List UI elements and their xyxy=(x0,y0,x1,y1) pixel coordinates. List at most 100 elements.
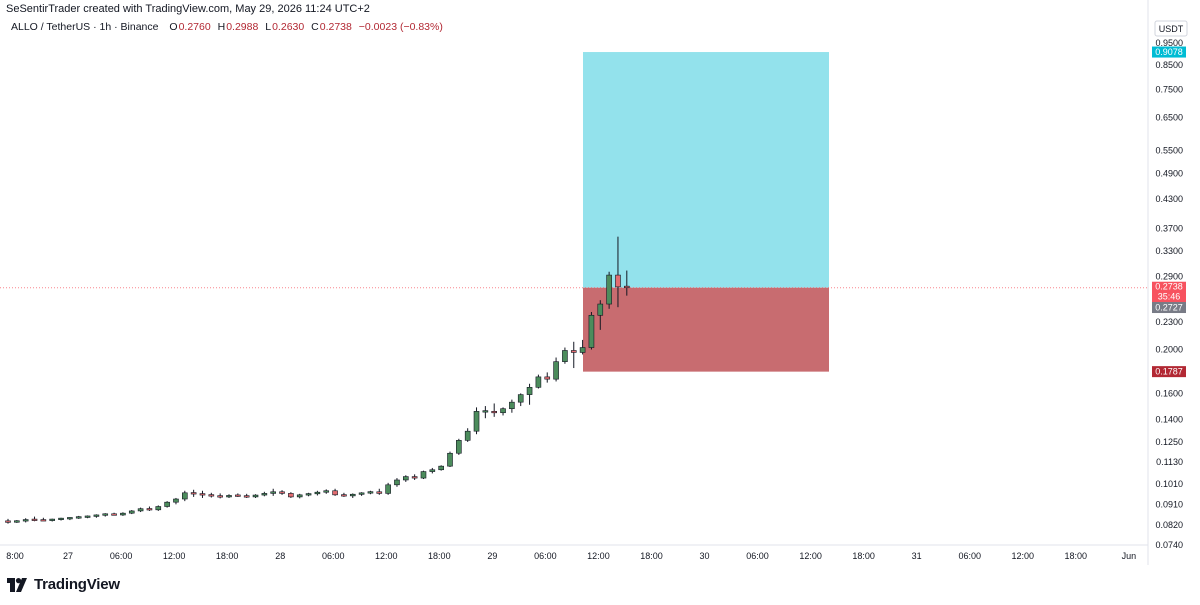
candle xyxy=(623,270,630,296)
candle xyxy=(447,451,453,468)
time-tick-label: 18:00 xyxy=(852,551,875,561)
candle-body xyxy=(623,285,630,289)
brand-name: TradingView xyxy=(34,576,120,593)
time-tick-label: 12:00 xyxy=(587,551,610,561)
candle xyxy=(102,513,109,517)
candle-body xyxy=(173,498,179,503)
candle xyxy=(270,488,277,496)
candle-body xyxy=(376,491,383,494)
candle-body xyxy=(314,491,321,495)
candle xyxy=(93,514,100,518)
candle-body xyxy=(562,350,568,362)
candle xyxy=(535,374,542,389)
candle xyxy=(562,347,568,364)
candle-body xyxy=(305,493,312,496)
candle-body xyxy=(473,411,480,432)
price-tag-label: 0.2738 xyxy=(1155,282,1183,292)
price-tick-label: 0.1130 xyxy=(1156,457,1183,467)
time-tick-label: 18:00 xyxy=(640,551,663,561)
candle xyxy=(394,478,400,487)
price-tick-label: 0.0820 xyxy=(1155,520,1183,530)
target-price-tag: 0.9078 xyxy=(1152,46,1186,58)
candle xyxy=(411,474,418,480)
tradingview-logo[interactable]: TradingView xyxy=(7,576,120,593)
candle xyxy=(182,490,188,502)
candle-body xyxy=(146,508,153,511)
candle-body xyxy=(199,493,206,496)
price-tick-label: 0.6500 xyxy=(1155,113,1183,123)
candle xyxy=(261,491,268,497)
candle-body xyxy=(155,506,162,511)
target-zone xyxy=(583,52,829,288)
candle xyxy=(226,494,232,498)
currency-label: USDT xyxy=(1159,24,1184,34)
currency-button[interactable]: USDT xyxy=(1154,20,1188,37)
close-label: C xyxy=(311,21,319,33)
candle-body xyxy=(332,490,338,496)
time-tick-label: 12:00 xyxy=(799,551,822,561)
candle-body xyxy=(84,515,91,518)
candle xyxy=(5,518,11,524)
candle-body xyxy=(208,494,215,497)
candle-body xyxy=(509,401,515,410)
time-tick-label: 06:00 xyxy=(110,551,133,561)
price-tick-label: 0.1010 xyxy=(1155,479,1183,489)
candle-body xyxy=(22,519,29,522)
candle-body xyxy=(570,350,577,353)
candle-body xyxy=(235,494,241,497)
candle-body xyxy=(270,491,277,494)
candle xyxy=(482,406,489,419)
price-tag-bg xyxy=(1152,366,1186,378)
candle xyxy=(517,393,524,407)
candle xyxy=(606,271,612,309)
candle xyxy=(367,490,374,495)
candle xyxy=(22,518,29,523)
candles xyxy=(5,236,630,524)
candle xyxy=(67,517,73,521)
tradingview-logo-icon xyxy=(7,577,27,592)
candle xyxy=(509,399,515,413)
candle-body xyxy=(5,520,11,523)
candle xyxy=(279,490,285,495)
candle xyxy=(146,506,153,511)
time-tick-label: 18:00 xyxy=(216,551,239,561)
candle xyxy=(526,383,533,405)
candle xyxy=(190,489,197,497)
candle xyxy=(473,407,480,435)
candle xyxy=(402,475,409,482)
prev-price-tag: 0.2727 xyxy=(1152,302,1186,314)
candle-body xyxy=(75,516,82,519)
candle xyxy=(314,490,321,496)
candle-body xyxy=(349,493,356,497)
time-tick-label: 31 xyxy=(912,551,922,561)
candle-body xyxy=(182,492,188,500)
candle-body xyxy=(164,501,170,507)
candle xyxy=(500,407,506,416)
time-tick-label: 30 xyxy=(700,551,710,561)
position-zones[interactable] xyxy=(583,52,829,372)
price-tick-label: 0.3700 xyxy=(1155,224,1183,234)
candle xyxy=(84,515,91,519)
price-tag-label: 0.1787 xyxy=(1155,367,1183,377)
price-tick-label: 0.2000 xyxy=(1155,344,1183,354)
candle xyxy=(597,300,604,330)
candle-body xyxy=(420,471,427,479)
price-tick-label: 0.2300 xyxy=(1155,317,1183,327)
price-tick-label: 0.1250 xyxy=(1155,437,1183,447)
time-tick-label: 28 xyxy=(275,551,285,561)
candle-body xyxy=(217,495,223,498)
candle xyxy=(49,518,56,522)
candle-body xyxy=(243,495,250,498)
ohlc-values: O0.2760 H0.2988 L0.2630 C0.2738 −0.0023 … xyxy=(169,21,446,33)
candle-body xyxy=(615,274,621,288)
candle-body xyxy=(535,376,542,388)
time-axis[interactable]: 8:00 27 06:00 12:00 18:00 28 06:00 12:00 18:00 29… xyxy=(6,551,1136,561)
price-tick-label: 0.0910 xyxy=(1155,499,1183,509)
candle-body xyxy=(588,314,595,348)
candle-body xyxy=(385,484,391,494)
price-axis[interactable]: 0.9500 0.8500 0.7500 0.6500 0.5500 0.4900 0.43… xyxy=(1155,38,1183,550)
candle-body xyxy=(120,512,126,516)
symbol-name[interactable]: ALLO / TetherUS · 1h · Binance xyxy=(11,21,159,33)
